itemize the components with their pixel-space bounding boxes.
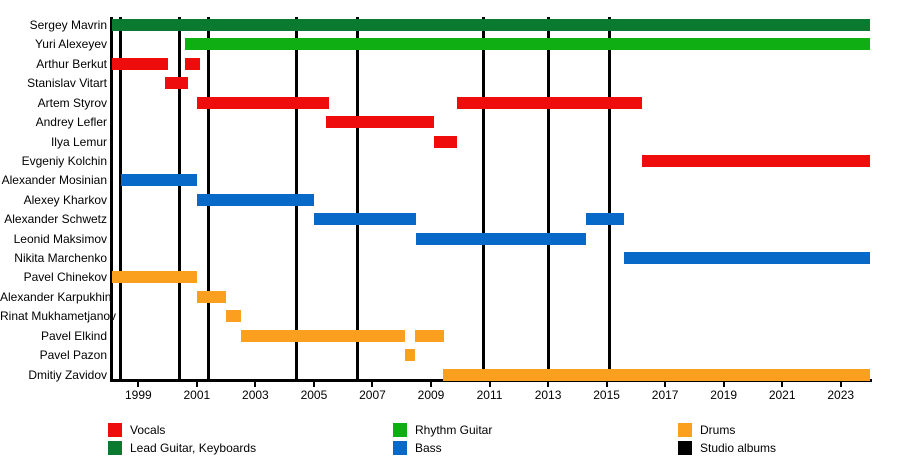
member-bar-2-0 <box>112 57 168 70</box>
member-label-14: Alexander Karpukhin <box>0 289 112 304</box>
x-tick-2005 <box>312 382 315 387</box>
legend-swatch-bass <box>393 441 407 455</box>
member-bar-1-0 <box>185 38 870 51</box>
x-tick-label-2011: 2011 <box>476 388 503 402</box>
legend-label-rhythm_guitar: Rhythm Guitar <box>415 423 493 437</box>
member-bar-6-0 <box>433 135 458 148</box>
legend-swatch-drums <box>678 423 692 437</box>
member-bar-13-0 <box>112 271 197 284</box>
member-label-16: Pavel Elkind <box>40 328 107 343</box>
legend-label-bass: Bass <box>415 441 442 455</box>
x-tick-2001 <box>195 382 198 387</box>
x-tick-2021 <box>781 382 784 387</box>
member-bar-7-0 <box>641 154 870 167</box>
x-tick-2015 <box>605 382 608 387</box>
studio-album-line-0 <box>119 17 123 379</box>
member-label-18: Dmitiy Zavidov <box>28 367 107 382</box>
x-tick-label-2023: 2023 <box>827 388 855 402</box>
x-tick-label-2009: 2009 <box>417 388 445 402</box>
member-bar-4-0 <box>196 96 329 109</box>
studio-album-line-7 <box>608 17 612 379</box>
member-label-5: Andrey Lefler <box>35 115 107 130</box>
member-bar-8-0 <box>120 174 197 187</box>
member-label-4: Artem Styrov <box>37 95 107 110</box>
x-tick-label-2013: 2013 <box>534 388 562 402</box>
legend-swatch-vocals <box>108 423 122 437</box>
legend-label-studio_albums: Studio albums <box>700 441 777 455</box>
x-tick-2019 <box>722 382 725 387</box>
x-tick-label-2007: 2007 <box>359 388 386 402</box>
member-bar-10-1 <box>586 213 625 226</box>
member-bar-3-0 <box>164 77 189 90</box>
member-label-8: Alexander Mosinian <box>1 173 107 188</box>
member-bar-0-0 <box>112 19 870 31</box>
x-tick-label-2021: 2021 <box>768 388 796 402</box>
legend-label-drums: Drums <box>700 423 736 437</box>
member-bar-2-1 <box>185 57 200 70</box>
member-bar-18-0 <box>442 368 870 381</box>
legend-swatch-lead_guitar_keyboards <box>108 441 122 455</box>
studio-album-line-4 <box>356 17 360 379</box>
x-tick-label-2019: 2019 <box>710 388 737 402</box>
x-tick-label-2005: 2005 <box>300 388 328 402</box>
x-tick-label-2001: 2001 <box>183 388 211 402</box>
studio-album-line-1 <box>177 17 181 379</box>
member-bar-15-0 <box>226 310 241 323</box>
member-label-9: Alexey Kharkov <box>23 192 107 207</box>
member-bar-17-0 <box>404 349 415 362</box>
x-tick-2009 <box>430 382 432 387</box>
member-bar-16-0 <box>240 329 405 342</box>
x-tick-2003 <box>254 382 257 387</box>
member-label-6: Ilya Lemur <box>50 134 107 149</box>
member-bar-4-1 <box>457 96 642 109</box>
member-label-12: Nikita Marchenko <box>14 251 107 266</box>
member-label-2: Arthur Berkut <box>36 56 107 71</box>
legend-label-lead_guitar_keyboards: Lead Guitar, Keyboards <box>130 441 257 455</box>
member-label-13: Pavel Chinekov <box>23 270 107 285</box>
member-bar-14-0 <box>196 290 227 303</box>
x-tick-2017 <box>664 382 667 387</box>
member-label-1: Yuri Alexeyev <box>34 37 107 52</box>
x-tick-label-2003: 2003 <box>242 388 269 402</box>
x-tick-label-2017: 2017 <box>651 388 679 402</box>
member-label-10: Alexander Schwetz <box>4 212 107 227</box>
x-tick-1999 <box>137 382 140 387</box>
x-tick-2007 <box>371 382 374 387</box>
member-label-3: Stanislav Vitart <box>27 76 107 91</box>
member-label-0: Sergey Mavrin <box>29 18 107 32</box>
x-tick-2011 <box>488 382 491 387</box>
member-bar-10-0 <box>313 213 417 226</box>
member-label-11: Leonid Maksimov <box>13 231 107 246</box>
x-tick-2013 <box>547 382 550 387</box>
member-label-17: Pavel Pazon <box>39 348 107 363</box>
legend-label-vocals: Vocals <box>130 423 166 437</box>
y-axis-line <box>110 17 113 382</box>
member-label-7: Evgeniy Kolchin <box>21 153 107 168</box>
member-bar-11-0 <box>416 232 587 245</box>
member-bar-9-0 <box>196 193 314 206</box>
member-bar-12-0 <box>624 252 870 265</box>
x-tick-label-2015: 2015 <box>593 388 620 402</box>
member-bar-5-0 <box>325 116 434 129</box>
studio-album-line-6 <box>546 17 550 379</box>
studio-album-line-5 <box>482 17 486 379</box>
legend-swatch-rhythm_guitar <box>393 423 407 437</box>
legend-swatch-studio_albums <box>678 441 692 455</box>
x-tick-2023 <box>839 382 842 387</box>
x-tick-label-1999: 1999 <box>124 388 152 402</box>
member-bar-16-1 <box>414 329 445 342</box>
member-label-15: Rinat Mukhametjanov <box>0 309 117 324</box>
